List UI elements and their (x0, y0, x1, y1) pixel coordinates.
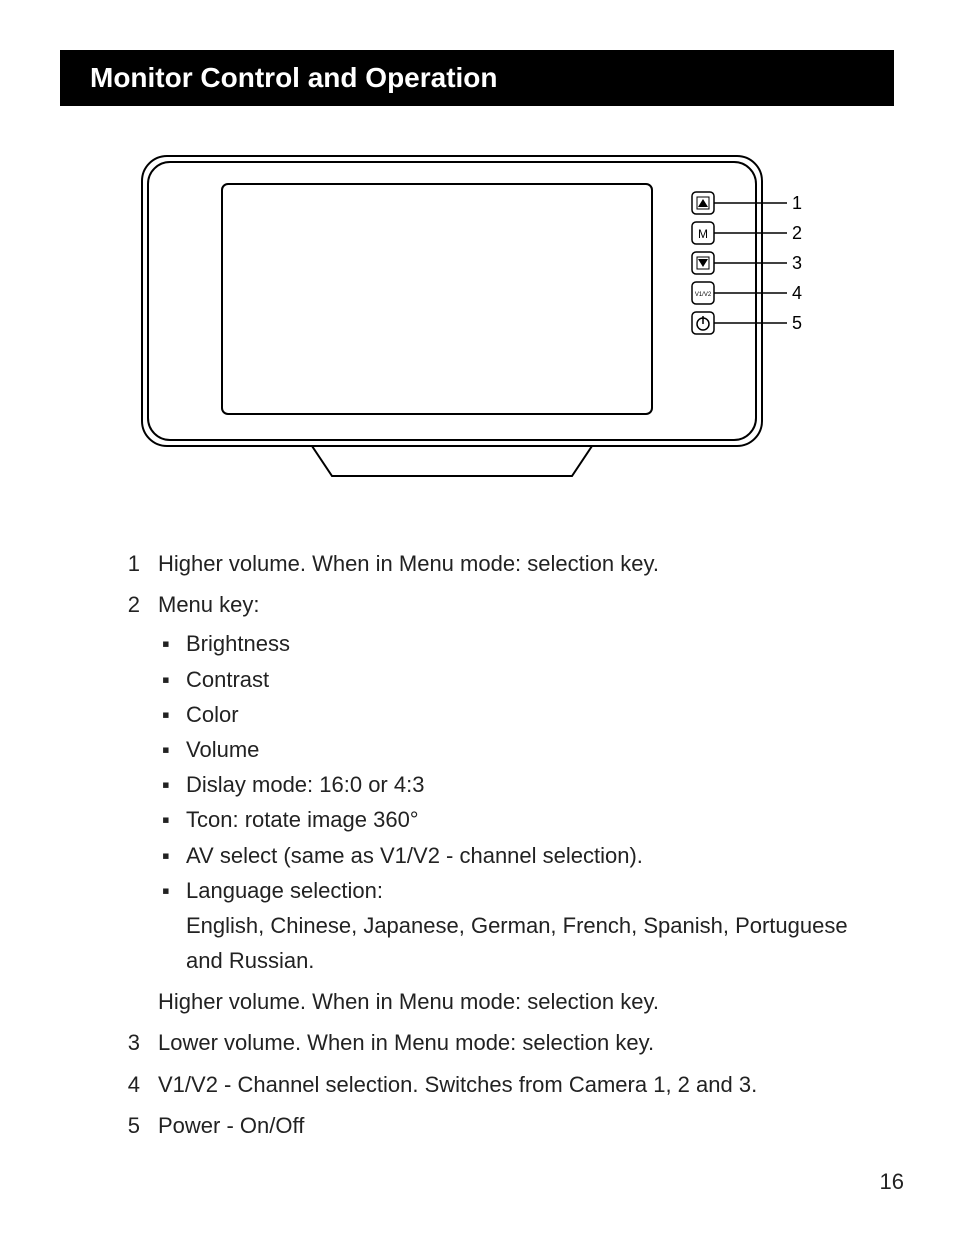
up-icon (692, 192, 714, 214)
bullet-item: ▪ Color (158, 697, 854, 732)
list-body: V1/V2 - Channel selection. Switches from… (158, 1067, 854, 1102)
list-body: Menu key: ▪ Brightness ▪ Contrast ▪ Color ▪ Volu… (158, 587, 854, 1019)
list-body: Higher volume. When in Menu mode: select… (158, 546, 854, 581)
bullet-text: AV select (same as V1/V2 - channel selec… (186, 838, 854, 873)
svg-text:M: M (698, 227, 708, 241)
list-item: 5 Power - On/Off (120, 1108, 854, 1143)
bullet-item: ▪ Dislay mode: 16:0 or 4:3 (158, 767, 854, 802)
bullet-mark: ▪ (162, 662, 176, 697)
list-number: 1 (120, 546, 140, 581)
bullet-text: Volume (186, 732, 854, 767)
list-text: Power - On/Off (158, 1108, 854, 1143)
bullet-item: ▪ Contrast (158, 662, 854, 697)
callout-label: 3 (792, 253, 802, 273)
list-item: 1 Higher volume. When in Menu mode: selec… (120, 546, 854, 581)
callout-label: 1 (792, 193, 802, 213)
list-number: 2 (120, 587, 140, 1019)
bullet-text: Language selection: English, Chinese, Ja… (186, 873, 854, 979)
bullet-item: ▪ Brightness (158, 626, 854, 661)
list-number: 3 (120, 1025, 140, 1060)
v1v2-icon: V1/V2 (692, 282, 714, 304)
bullet-mark: ▪ (162, 626, 176, 661)
bullet-text: Tcon: rotate image 360° (186, 802, 854, 837)
list-item: 4 V1/V2 - Channel selection. Switches fro… (120, 1067, 854, 1102)
bullet-item: ▪ Tcon: rotate image 360° (158, 802, 854, 837)
callout-label: 4 (792, 283, 802, 303)
bullet-text: Dislay mode: 16:0 or 4:3 (186, 767, 854, 802)
list-text: Menu key: (158, 587, 854, 622)
down-icon (692, 252, 714, 274)
bullet-mark: ▪ (162, 767, 176, 802)
bullet-mark: ▪ (162, 732, 176, 767)
list-body: Power - On/Off (158, 1108, 854, 1143)
description-list: 1 Higher volume. When in Menu mode: selec… (120, 546, 854, 1143)
list-after-text: Higher volume. When in Menu mode: select… (158, 984, 854, 1019)
bullet-mark: ▪ (162, 802, 176, 837)
list-text: Higher volume. When in Menu mode: select… (158, 546, 854, 581)
bullet-item: ▪Language selection: English, Chinese, J… (158, 873, 854, 979)
bullet-text: Brightness (186, 626, 854, 661)
bullet-text: Contrast (186, 662, 854, 697)
svg-text:V1/V2: V1/V2 (695, 292, 712, 298)
bullet-mark: ▪ (162, 873, 176, 979)
callout-label: 5 (792, 313, 802, 333)
list-item: 2 Menu key: ▪ Brightness ▪ Contrast ▪ Color ▪ Vol… (120, 587, 854, 1019)
list-text: V1/V2 - Channel selection. Switches from… (158, 1067, 854, 1102)
bullet-item: ▪ AV select (same as V1/V2 - channel sele… (158, 838, 854, 873)
bullet-item: ▪ Volume (158, 732, 854, 767)
list-number: 5 (120, 1108, 140, 1143)
bullet-mark: ▪ (162, 697, 176, 732)
bullet-mark: ▪ (162, 838, 176, 873)
section-title: Monitor Control and Operation (60, 50, 894, 106)
power-icon (692, 312, 714, 334)
callout-label: 2 (792, 223, 802, 243)
m-icon: M (692, 222, 714, 244)
list-body: Lower volume. When in Menu mode: selecti… (158, 1025, 854, 1060)
bullet-list: ▪ Brightness ▪ Contrast ▪ Color ▪ Volume ▪ Dislay… (158, 626, 854, 978)
bullet-text: Color (186, 697, 854, 732)
list-text: Lower volume. When in Menu mode: selecti… (158, 1025, 854, 1060)
monitor-diagram: 1 M 2 3 V1/V2 4 5 (60, 146, 894, 486)
list-item: 3 Lower volume. When in Menu mode: select… (120, 1025, 854, 1060)
page-number: 16 (880, 1169, 904, 1195)
list-number: 4 (120, 1067, 140, 1102)
